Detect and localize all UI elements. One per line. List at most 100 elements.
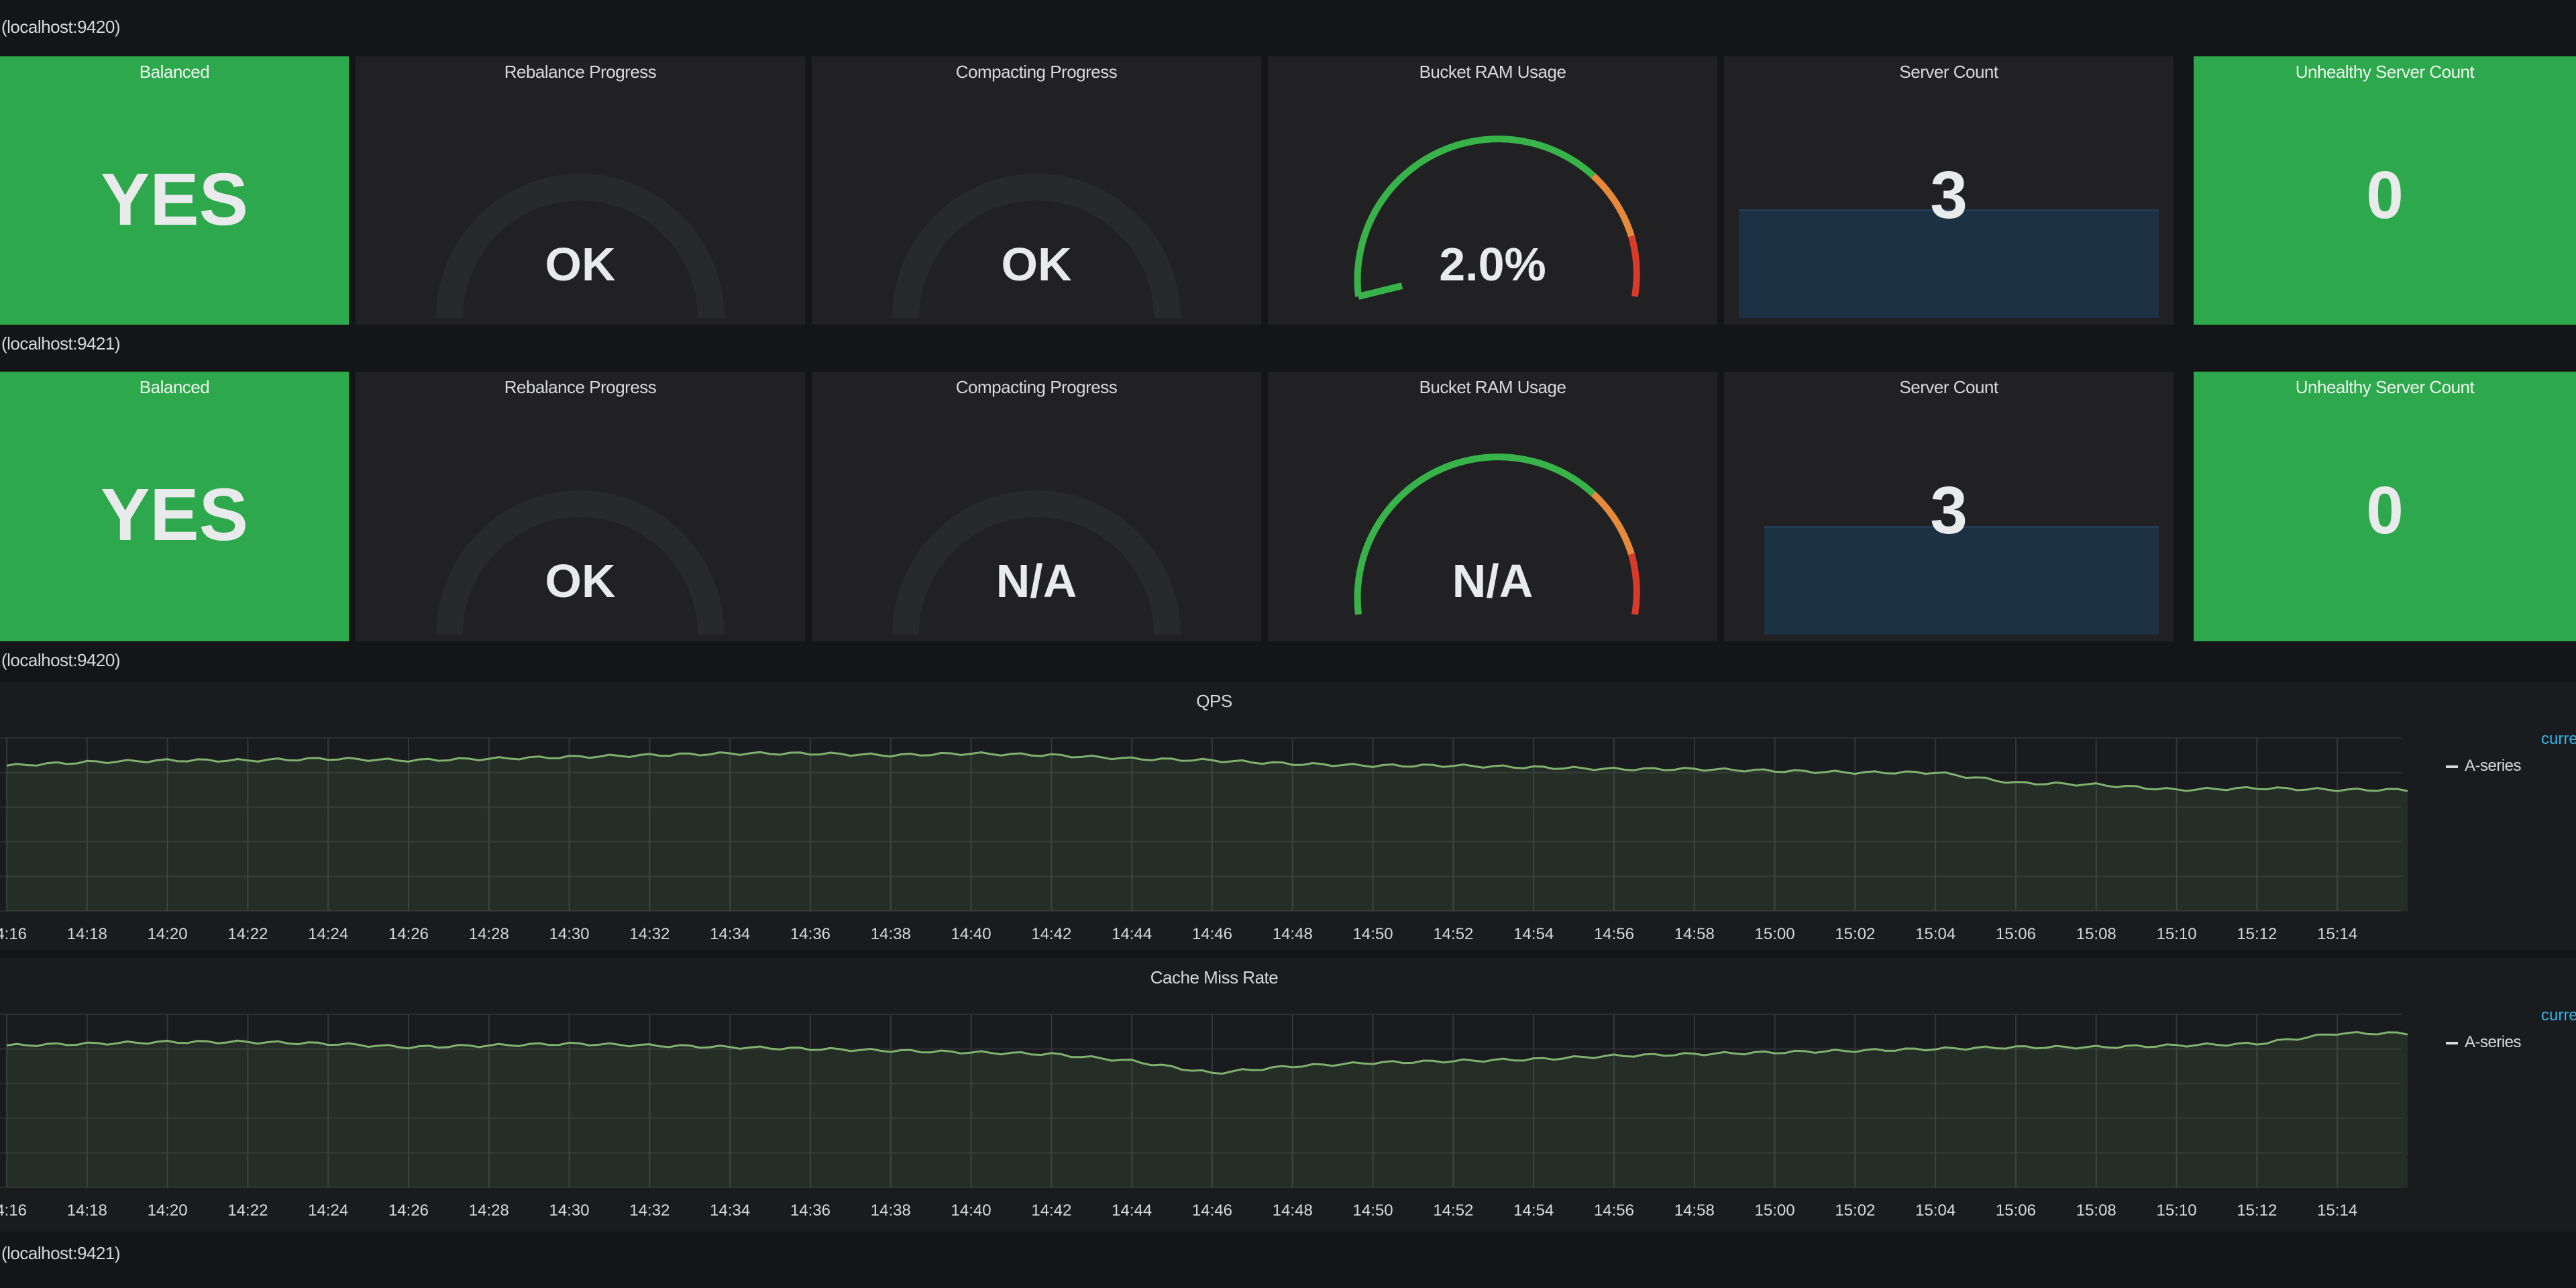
x-tick-label: 14:56 [1594, 1201, 1634, 1220]
x-tick-label: 14:30 [549, 925, 590, 943]
bucket-ram-usage-panel[interactable]: Bucket RAM Usage N/A [1268, 372, 1717, 641]
legend-item-a-series[interactable]: A-series [2446, 757, 2522, 775]
panel-title[interactable]: Unhealthy Server Count [2295, 377, 2475, 397]
x-tick-label: 15:12 [2237, 925, 2277, 943]
x-tick-label: 15:06 [1996, 925, 2036, 943]
series-line [6, 1030, 2408, 1075]
qps-chart[interactable]: 14:16 14:18 14:20 14:22 14:24 14:26 14:28 14:30… [0, 682, 2576, 950]
legend-current-header[interactable]: curre [2541, 730, 2576, 748]
x-tick-label: 14:58 [1674, 925, 1715, 943]
row-title[interactable]: (localhost:9421) [1, 333, 121, 354]
x-tick-label: 14:22 [227, 1201, 268, 1220]
x-tick-label: 14:32 [629, 925, 669, 943]
balanced-panel[interactable]: Balanced YES [0, 56, 349, 325]
rebalance-value: OK [545, 238, 616, 290]
x-tick-label: 14:26 [388, 1201, 429, 1220]
x-tick-label: 14:28 [469, 925, 509, 943]
x-tick-label: 14:52 [1433, 1201, 1473, 1220]
rebalance-progress-panel[interactable]: Rebalance Progress OK [356, 56, 805, 325]
x-tick-label: 15:00 [1755, 1201, 1795, 1220]
gauge-track-icon [436, 174, 724, 319]
x-tick-label: 15:00 [1755, 925, 1795, 943]
gauge-track-icon [892, 490, 1181, 635]
ram-value: N/A [1452, 555, 1534, 607]
row-title[interactable]: (localhost:9421) [1, 1243, 121, 1263]
server-count-panel[interactable]: Server Count 3 [1724, 372, 2174, 641]
compacting-progress-panel[interactable]: Compacting Progress OK [812, 56, 1261, 325]
x-tick-label: 14:52 [1433, 925, 1473, 943]
x-tick-label: 15:08 [2076, 925, 2116, 943]
x-tick-label: 14:28 [469, 1201, 509, 1220]
x-tick-label: 14:50 [1353, 925, 1393, 943]
x-tick-label: 15:10 [2157, 925, 2197, 943]
x-tick-label: 14:46 [1192, 1201, 1232, 1220]
x-tick-label: 14:24 [308, 1201, 348, 1220]
x-tick-label: 15:10 [2157, 1201, 2197, 1220]
panel-title[interactable]: Balanced [139, 377, 210, 397]
x-tick-label: 14:32 [629, 1201, 669, 1220]
ram-gauge [1354, 136, 1640, 300]
unhealthy-server-count-panel[interactable]: Unhealthy Server Count 0 [2194, 372, 2576, 641]
x-tick-label: 14:34 [710, 925, 750, 943]
server-count-value: 3 [1930, 473, 1968, 548]
rebalance-progress-panel[interactable]: Rebalance Progress OK [356, 372, 805, 641]
legend-label: A-series [2465, 1033, 2522, 1051]
x-tick-label: 15:02 [1835, 925, 1875, 943]
bucket-ram-usage-panel[interactable]: Bucket RAM Usage 2.0% [1268, 56, 1717, 325]
x-tick-label: 14:20 [148, 925, 188, 943]
panel-title[interactable]: Server Count [1899, 62, 1998, 82]
x-tick-label: 14:24 [308, 925, 348, 943]
unhealthy-value: 0 [2366, 158, 2404, 233]
compacting-progress-panel[interactable]: Compacting Progress N/A [812, 372, 1261, 641]
panel-title[interactable]: Bucket RAM Usage [1419, 62, 1566, 82]
server-count-sparkline [1739, 209, 2159, 318]
x-tick-label: 14:30 [549, 1201, 590, 1220]
x-tick-label: 15:04 [1915, 1201, 1955, 1220]
x-tick-label: 14:16 [0, 1201, 27, 1220]
x-tick-label: 14:40 [951, 925, 991, 943]
row-title[interactable]: (localhost:9420) [1, 17, 121, 37]
x-tick-label: 14:34 [710, 1201, 750, 1220]
x-tick-label: 14:18 [67, 1201, 107, 1220]
x-tick-label: 14:50 [1353, 1201, 1393, 1220]
panel-title[interactable]: Server Count [1899, 377, 1998, 397]
server-count-panel[interactable]: Server Count 3 [1724, 56, 2174, 325]
x-tick-label: 14:56 [1594, 925, 1634, 943]
x-tick-label: 14:46 [1192, 925, 1232, 943]
x-tick-label: 14:36 [790, 1201, 830, 1220]
panel-title[interactable]: Rebalance Progress [504, 62, 657, 82]
compacting-value: N/A [996, 555, 1077, 607]
balanced-value: YES [100, 474, 249, 556]
unhealthy-server-count-panel[interactable]: Unhealthy Server Count 0 [2194, 56, 2576, 325]
cache-miss-rate-chart[interactable]: 14:16 14:18 14:20 14:22 14:24 14:26 14:28 14:30… [0, 958, 2576, 1232]
x-tick-label: 14:20 [148, 1201, 188, 1220]
legend-current-header[interactable]: curre [2541, 1006, 2576, 1024]
panel-title[interactable]: Rebalance Progress [504, 377, 657, 397]
legend-label: A-series [2465, 757, 2522, 775]
x-tick-label: 14:38 [871, 925, 911, 943]
cache-miss-rate-graph-panel[interactable]: Cache Miss Rate 14:16 14:18 14:20 14:22 14:2… [0, 958, 2576, 1232]
x-tick-label: 15:06 [1996, 1201, 2036, 1220]
x-tick-label: 15:02 [1835, 1201, 1875, 1220]
x-tick-label: 14:48 [1273, 925, 1313, 943]
panel-title[interactable]: Unhealthy Server Count [2295, 62, 2475, 82]
server-count-sparkline [1764, 526, 2159, 635]
panel-title[interactable]: Bucket RAM Usage [1419, 377, 1566, 397]
panel-title[interactable]: Balanced [139, 62, 210, 82]
x-tick-label: 14:22 [227, 925, 268, 943]
legend-item-a-series[interactable]: A-series [2446, 1033, 2522, 1052]
x-tick-label: 14:58 [1674, 1201, 1715, 1220]
panel-title[interactable]: Compacting Progress [955, 62, 1118, 82]
x-tick-label: 15:14 [2317, 925, 2357, 943]
legend-swatch [2446, 765, 2458, 768]
ram-value: 2.0% [1439, 238, 1546, 290]
graph-title[interactable]: Cache Miss Rate [1150, 967, 1279, 987]
qps-graph-panel[interactable]: QPS 14:1614:1814:2014:2214:2414:2614:281… [0, 682, 2576, 950]
x-tick-label: 14:44 [1112, 925, 1152, 943]
graph-title[interactable]: QPS [1196, 691, 1232, 711]
panel-title[interactable]: Compacting Progress [955, 377, 1118, 397]
balanced-panel[interactable]: Balanced YES [0, 372, 349, 641]
row-title[interactable]: (localhost:9420) [1, 650, 121, 670]
x-tick-label: 15:08 [2076, 1201, 2116, 1220]
